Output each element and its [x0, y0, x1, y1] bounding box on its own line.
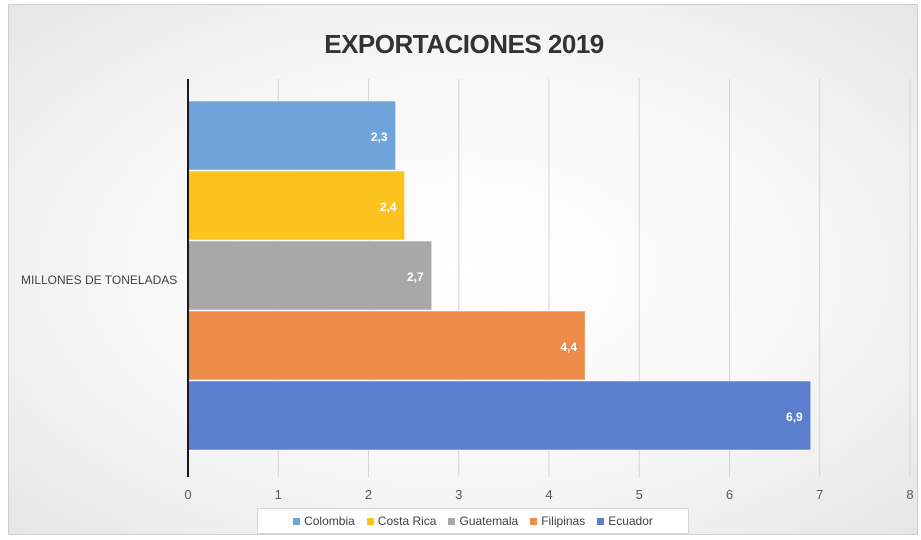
x-tick-label: 2 [365, 487, 372, 502]
x-tick-label: 3 [455, 487, 462, 502]
legend-swatch [293, 517, 301, 525]
data-label: 2,4 [380, 200, 397, 214]
data-label: 6,9 [786, 410, 803, 424]
legend-label: Guatemala [459, 514, 519, 528]
category-axis-label: MILLONES DE TONELADAS [21, 273, 178, 287]
bar [187, 170, 405, 241]
x-tick-label: 6 [726, 487, 733, 502]
legend-label: Ecuador [608, 514, 653, 528]
legend-swatch [530, 517, 538, 525]
plot-area: 0 1 2 3 4 5 6 7 8 2,3 2,4 2,7 4,4 6,9 [184, 79, 914, 502]
legend-item: Ecuador [597, 514, 653, 528]
legend-item: Costa Rica [366, 514, 437, 528]
bar [187, 310, 586, 381]
legend-item: Colombia [293, 514, 355, 528]
chart-title: EXPORTACIONES 2019 [324, 29, 604, 59]
x-tick-label: 8 [906, 487, 913, 502]
data-label: 4,4 [560, 340, 577, 354]
x-tick-label: 7 [816, 487, 823, 502]
x-tick-label: 0 [184, 487, 191, 502]
legend-swatch [448, 517, 456, 525]
legend-label: Filipinas [541, 514, 586, 528]
legend-swatch [597, 517, 605, 525]
legend-swatch [366, 517, 374, 525]
legend-label: Costa Rica [377, 514, 437, 528]
chart-area: EXPORTACIONES 2019 0 1 2 3 4 5 6 7 8 2,3 2,4 2,7 4,4… [8, 4, 918, 535]
bar [187, 100, 396, 171]
bar [187, 380, 811, 451]
legend: Colombia Costa Rica Guatemala Filipinas Ecua… [257, 508, 689, 534]
x-tick-label: 1 [275, 487, 282, 502]
x-tick-label: 5 [636, 487, 643, 502]
x-tick-label: 4 [545, 487, 552, 502]
legend-item: Filipinas [530, 514, 585, 528]
legend-item: Guatemala [448, 514, 518, 528]
bar [187, 240, 432, 311]
legend-label: Colombia [304, 514, 355, 528]
data-label: 2,7 [407, 270, 424, 284]
data-label: 2,3 [371, 130, 388, 144]
